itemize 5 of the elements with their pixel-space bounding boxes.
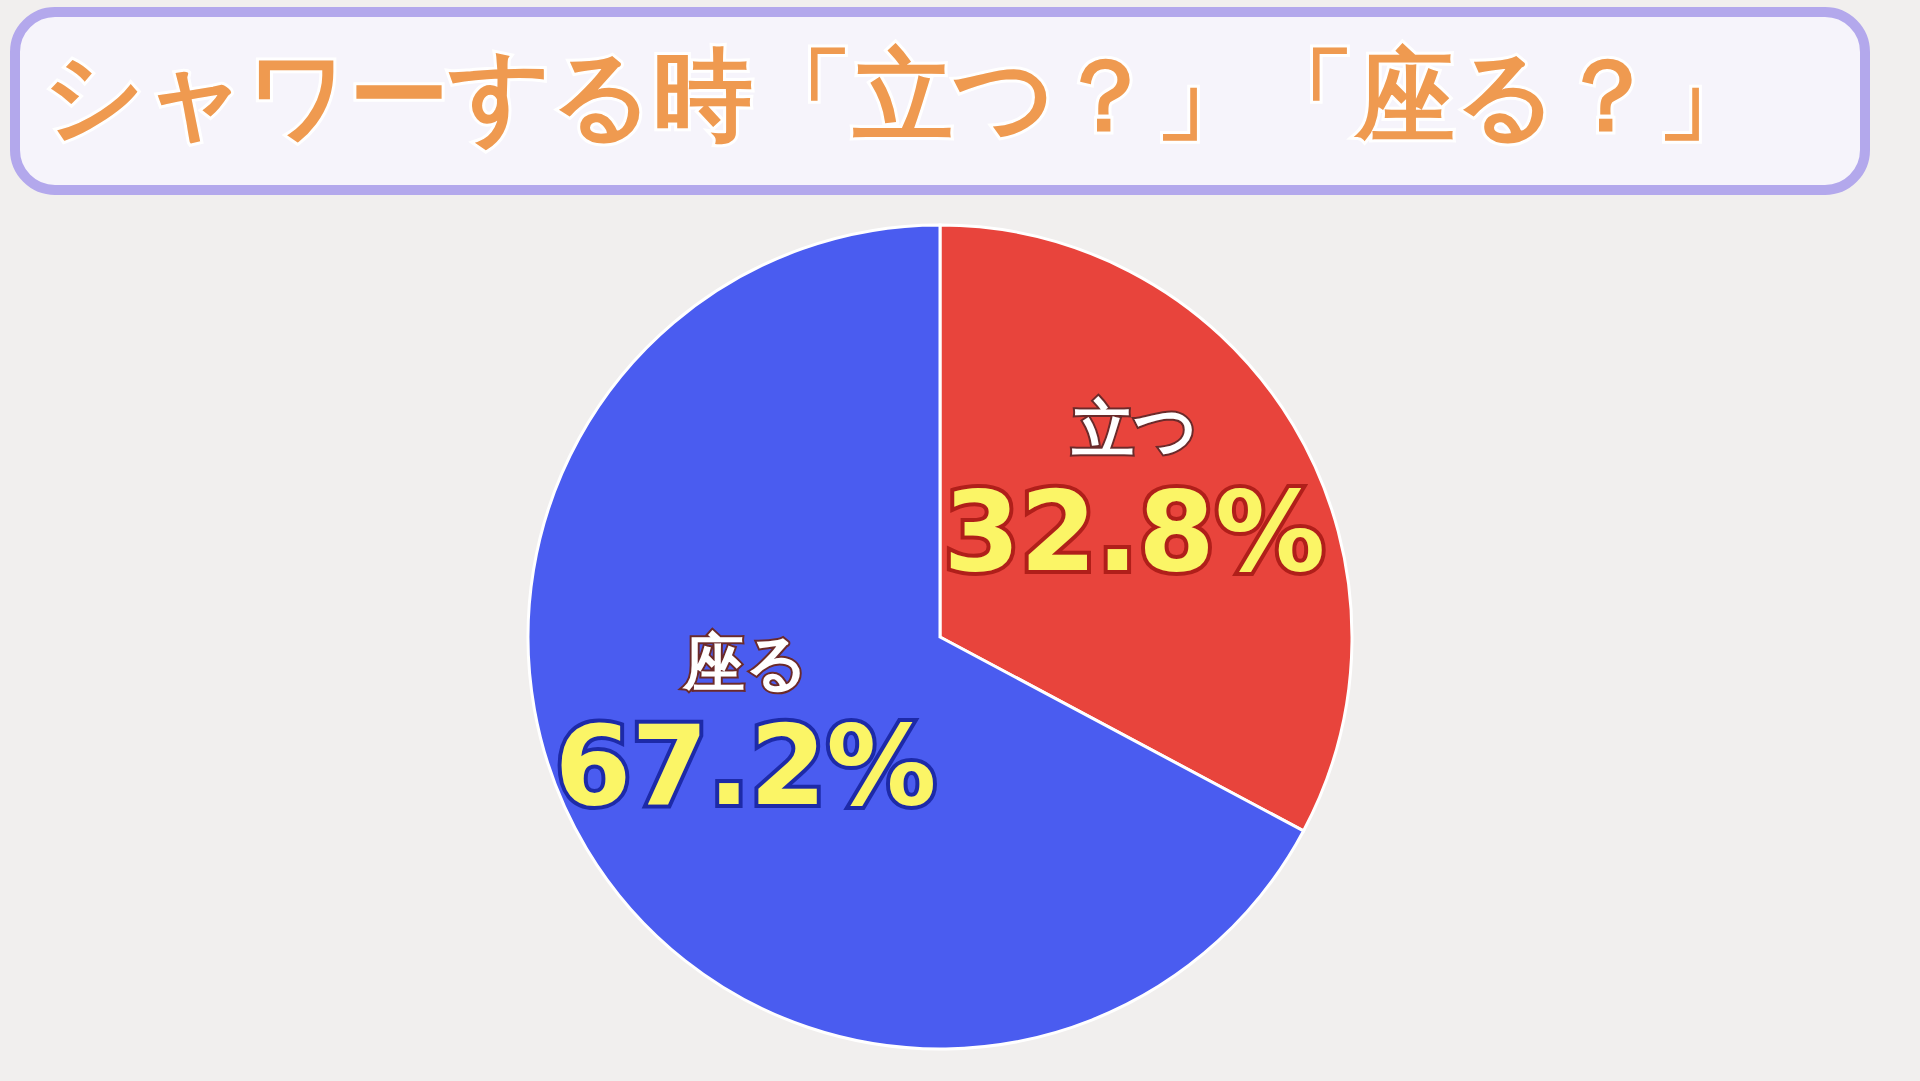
slice-label: 立つ [1070,392,1197,466]
data-label: 32.8% [943,468,1326,597]
data-label: 67.2% [554,701,937,830]
chart-title: シャワーする時「立つ？」「座る？」 [43,37,1757,154]
slice-label: 座る [682,625,809,699]
